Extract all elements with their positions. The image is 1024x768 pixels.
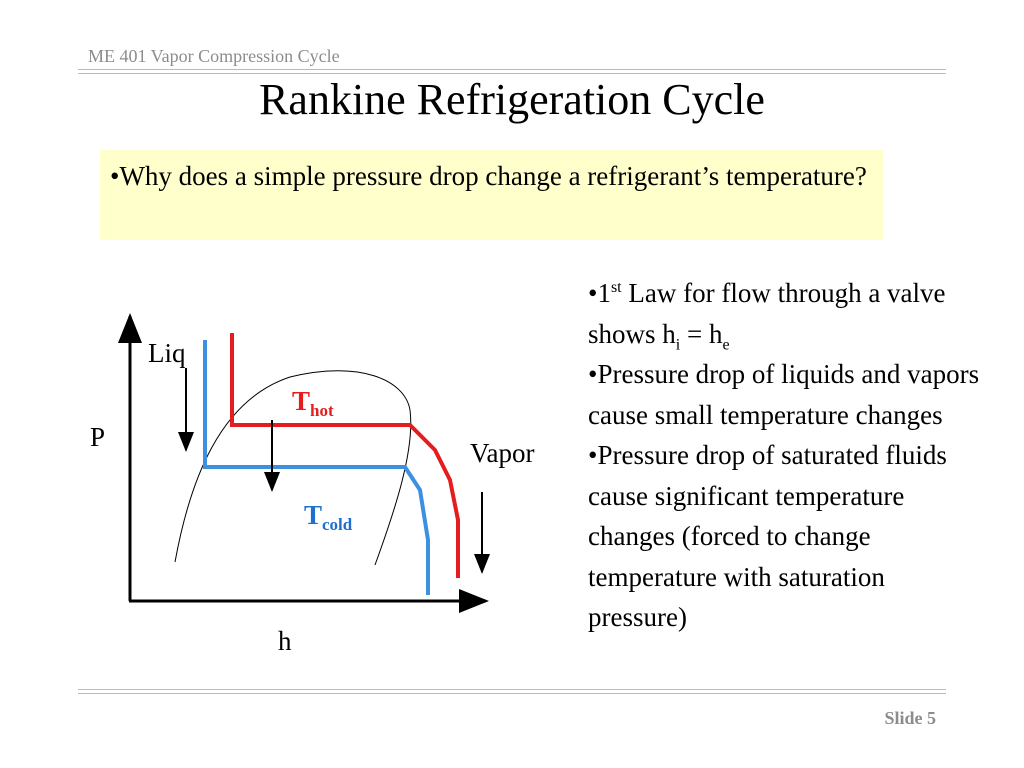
symbol: T xyxy=(292,386,310,416)
p-label: P xyxy=(90,422,105,452)
bullet-text: e xyxy=(722,335,730,353)
slide-title: Rankine Refrigeration Cycle xyxy=(259,75,765,124)
h-label: h xyxy=(278,626,292,656)
rule xyxy=(78,693,946,694)
cold-isotherm xyxy=(203,340,430,595)
bullet: •1st Law for flow through a valve shows … xyxy=(588,273,988,354)
slide-number: Slide 5 xyxy=(884,708,936,728)
bullet-list: •1st Law for flow through a valve shows … xyxy=(588,273,988,638)
bullet-text: st xyxy=(610,279,622,296)
symbol: T xyxy=(304,500,322,530)
subscript: hot xyxy=(310,401,334,420)
bullet-text: = h xyxy=(680,318,723,349)
bullet: •Pressure drop of liquids and vapors cau… xyxy=(588,354,988,435)
bullet-text: •Pressure drop of liquids and vapors cau… xyxy=(588,359,980,430)
bullet-text: Law for flow through a valve shows h xyxy=(588,278,946,349)
rule xyxy=(78,689,946,690)
course-header: ME 401 Vapor Compression Cycle xyxy=(88,46,340,66)
hot-isotherm xyxy=(230,333,460,578)
t-cold: Tcold xyxy=(304,500,353,534)
ph-diagram: Liq P Vapor h Thot Tcold xyxy=(90,313,534,656)
question-box: •Why does a simple pressure drop change … xyxy=(100,150,883,240)
subscript: cold xyxy=(322,515,353,534)
bullet: •Pressure drop of saturated fluids cause… xyxy=(588,435,988,638)
bullet-text: i xyxy=(675,335,681,353)
t-hot: Thot xyxy=(292,386,334,420)
bullet-text: •1 xyxy=(588,278,611,308)
liq-label: Liq xyxy=(148,338,186,368)
rule xyxy=(78,69,946,70)
rule xyxy=(78,73,946,74)
bullet-text: •Pressure drop of saturated fluids cause… xyxy=(588,440,947,632)
vapor-label: Vapor xyxy=(470,438,534,468)
